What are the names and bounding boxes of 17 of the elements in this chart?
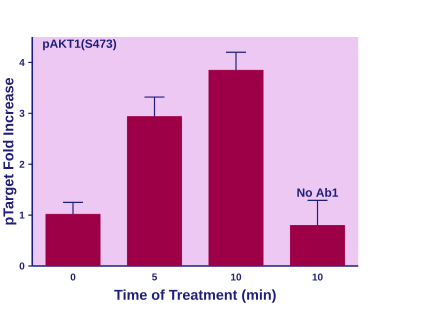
y-tick-label: 2 xyxy=(20,160,24,168)
x-tick-label: 10 xyxy=(312,274,323,281)
annotation: No Ab1 xyxy=(297,188,338,197)
y-tick-label: 4 xyxy=(19,59,25,66)
bar xyxy=(290,225,346,266)
bar xyxy=(127,116,182,266)
x-tick-label: 5 xyxy=(152,274,157,280)
bar xyxy=(46,214,101,266)
chart-title: pAKT1(S473) xyxy=(43,39,116,50)
x-tick-label: 0 xyxy=(70,274,76,281)
y-tick-label: 1 xyxy=(20,212,24,219)
x-tick-label: 10 xyxy=(231,274,242,281)
x-axis-title: Time of Treatment (min) xyxy=(114,289,276,303)
y-tick-label: 3 xyxy=(19,110,24,117)
y-axis-title: pTarget Fold Increase xyxy=(2,78,16,225)
bar xyxy=(208,70,264,266)
y-tick-label: 0 xyxy=(20,262,24,270)
